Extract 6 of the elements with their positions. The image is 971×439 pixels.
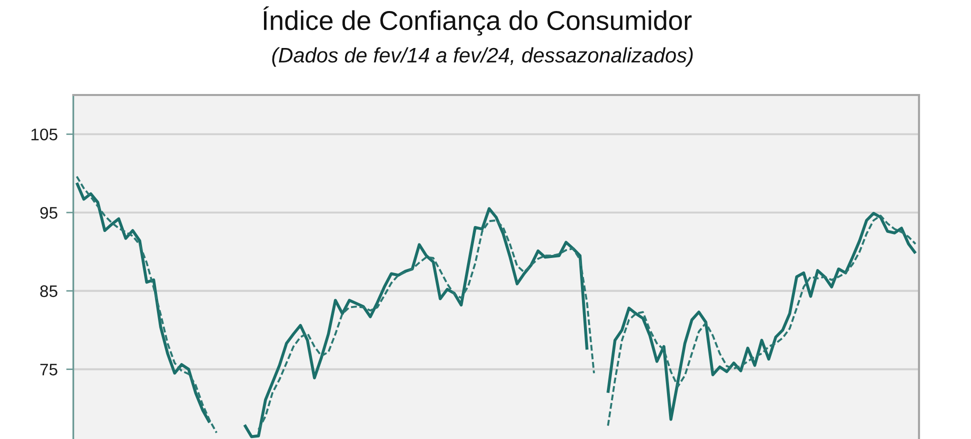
chart-subtitle: (Dados de fev/14 a fev/24, dessazonalizados) [272, 47, 693, 67]
chart-title: Índice de Confiança do Consumidor [263, 6, 692, 36]
y-tick-label: 75 [40, 364, 58, 376]
y-tick-label: 95 [40, 206, 58, 219]
y-tick-label: 85 [40, 285, 58, 298]
y-tick-label: 105 [31, 128, 58, 140]
